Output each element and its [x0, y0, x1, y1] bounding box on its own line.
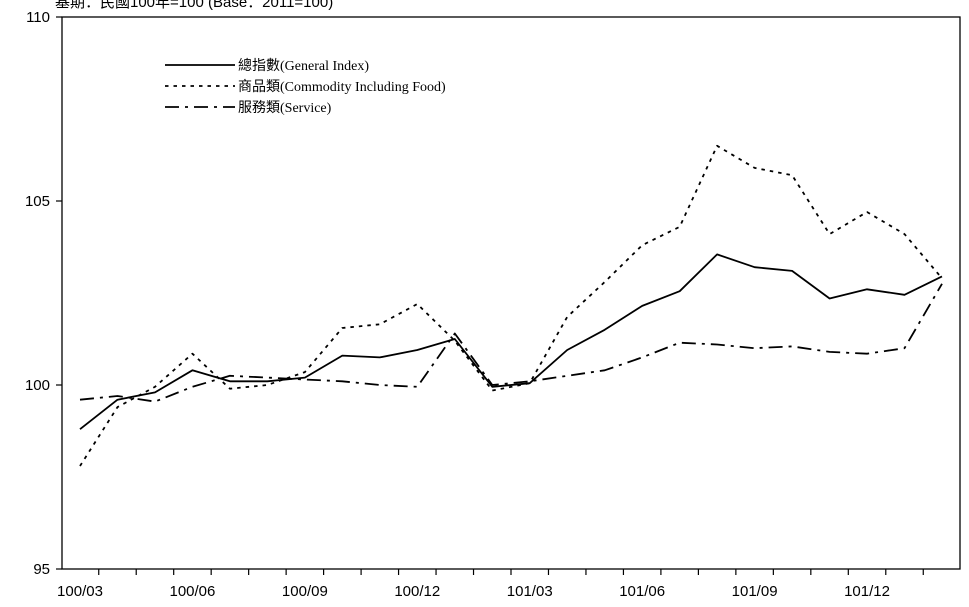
x-tick-label: 101/06 [619, 583, 665, 600]
x-axis: 100/03 100/06 100/09 100/12 101/03 101/06 101/… [57, 569, 924, 600]
x-tick-label: 100/12 [394, 583, 440, 600]
legend: 總指數(General Index) 商品類(Commodity Includin… [165, 57, 446, 116]
y-tick-label: 95 [33, 561, 50, 578]
x-tick-label: 101/09 [732, 583, 778, 600]
y-tick-label: 105 [25, 193, 50, 210]
legend-label-1: 總指數(General Index) [238, 57, 369, 74]
x-tick-label: 101/03 [507, 583, 553, 600]
series-layer [79, 144, 943, 467]
x-tick-label: 100/06 [169, 583, 215, 600]
base-period-note: 基期：民國100年=100 (Base：2011=100) [55, 0, 334, 11]
y-tick-label: 110 [26, 9, 50, 26]
legend-label-2: 商品類(Commodity Including Food) [238, 79, 446, 95]
series-line-2 [79, 144, 943, 467]
y-tick-label: 100 [25, 377, 50, 394]
x-tick-label: 100/03 [57, 583, 103, 600]
legend-label-3: 服務類(Service) [238, 100, 332, 116]
series-line-1 [79, 253, 943, 430]
y-axis: 95 100 105 110 [25, 9, 62, 578]
series-line-3 [79, 283, 943, 403]
x-tick-label: 101/12 [844, 583, 890, 600]
x-tick-label: 100/09 [282, 583, 328, 600]
plot-area [61, 16, 961, 570]
